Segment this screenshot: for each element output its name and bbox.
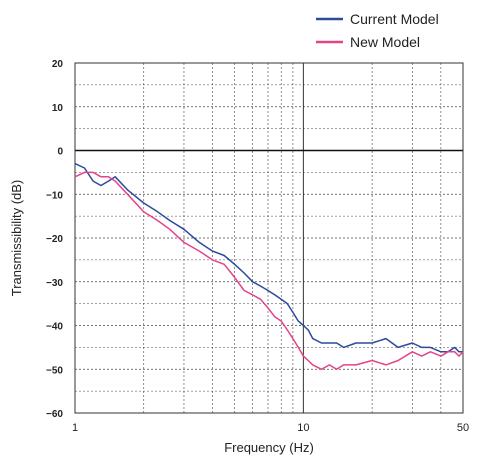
y-tick-label: −20 [46, 234, 63, 245]
series-line-new-model [74, 171, 464, 371]
y-tick-label: −10 [46, 190, 63, 201]
series-layer [74, 162, 464, 371]
y-tick-label: −40 [46, 322, 63, 333]
plot-frame [74, 62, 464, 414]
y-axis-label: Transmissibility (dB) [9, 180, 24, 297]
tick-labels: 20 10 0 −10 −20 −30 −40 −50 −60 1 10 50 [46, 59, 469, 434]
y-tick-label: −50 [46, 365, 63, 376]
x-tick-label: 10 [297, 422, 309, 434]
legend: Current Model New Model [316, 11, 439, 50]
legend-label-new-model: New Model [350, 34, 420, 50]
legend-label-current-model: Current Model [350, 11, 439, 27]
grid [75, 62, 463, 414]
y-tick-label: −60 [46, 409, 63, 420]
y-tick-label: −30 [46, 278, 63, 289]
y-tick-label: 0 [57, 147, 63, 158]
x-tick-label: 1 [72, 422, 78, 434]
y-tick-label: 20 [52, 59, 64, 70]
series-line-current-model [74, 162, 463, 353]
x-tick-label: 50 [457, 422, 469, 434]
plot-border [74, 62, 464, 414]
y-tick-label: 10 [52, 103, 64, 114]
x-axis-label: Frequency (Hz) [224, 440, 314, 455]
